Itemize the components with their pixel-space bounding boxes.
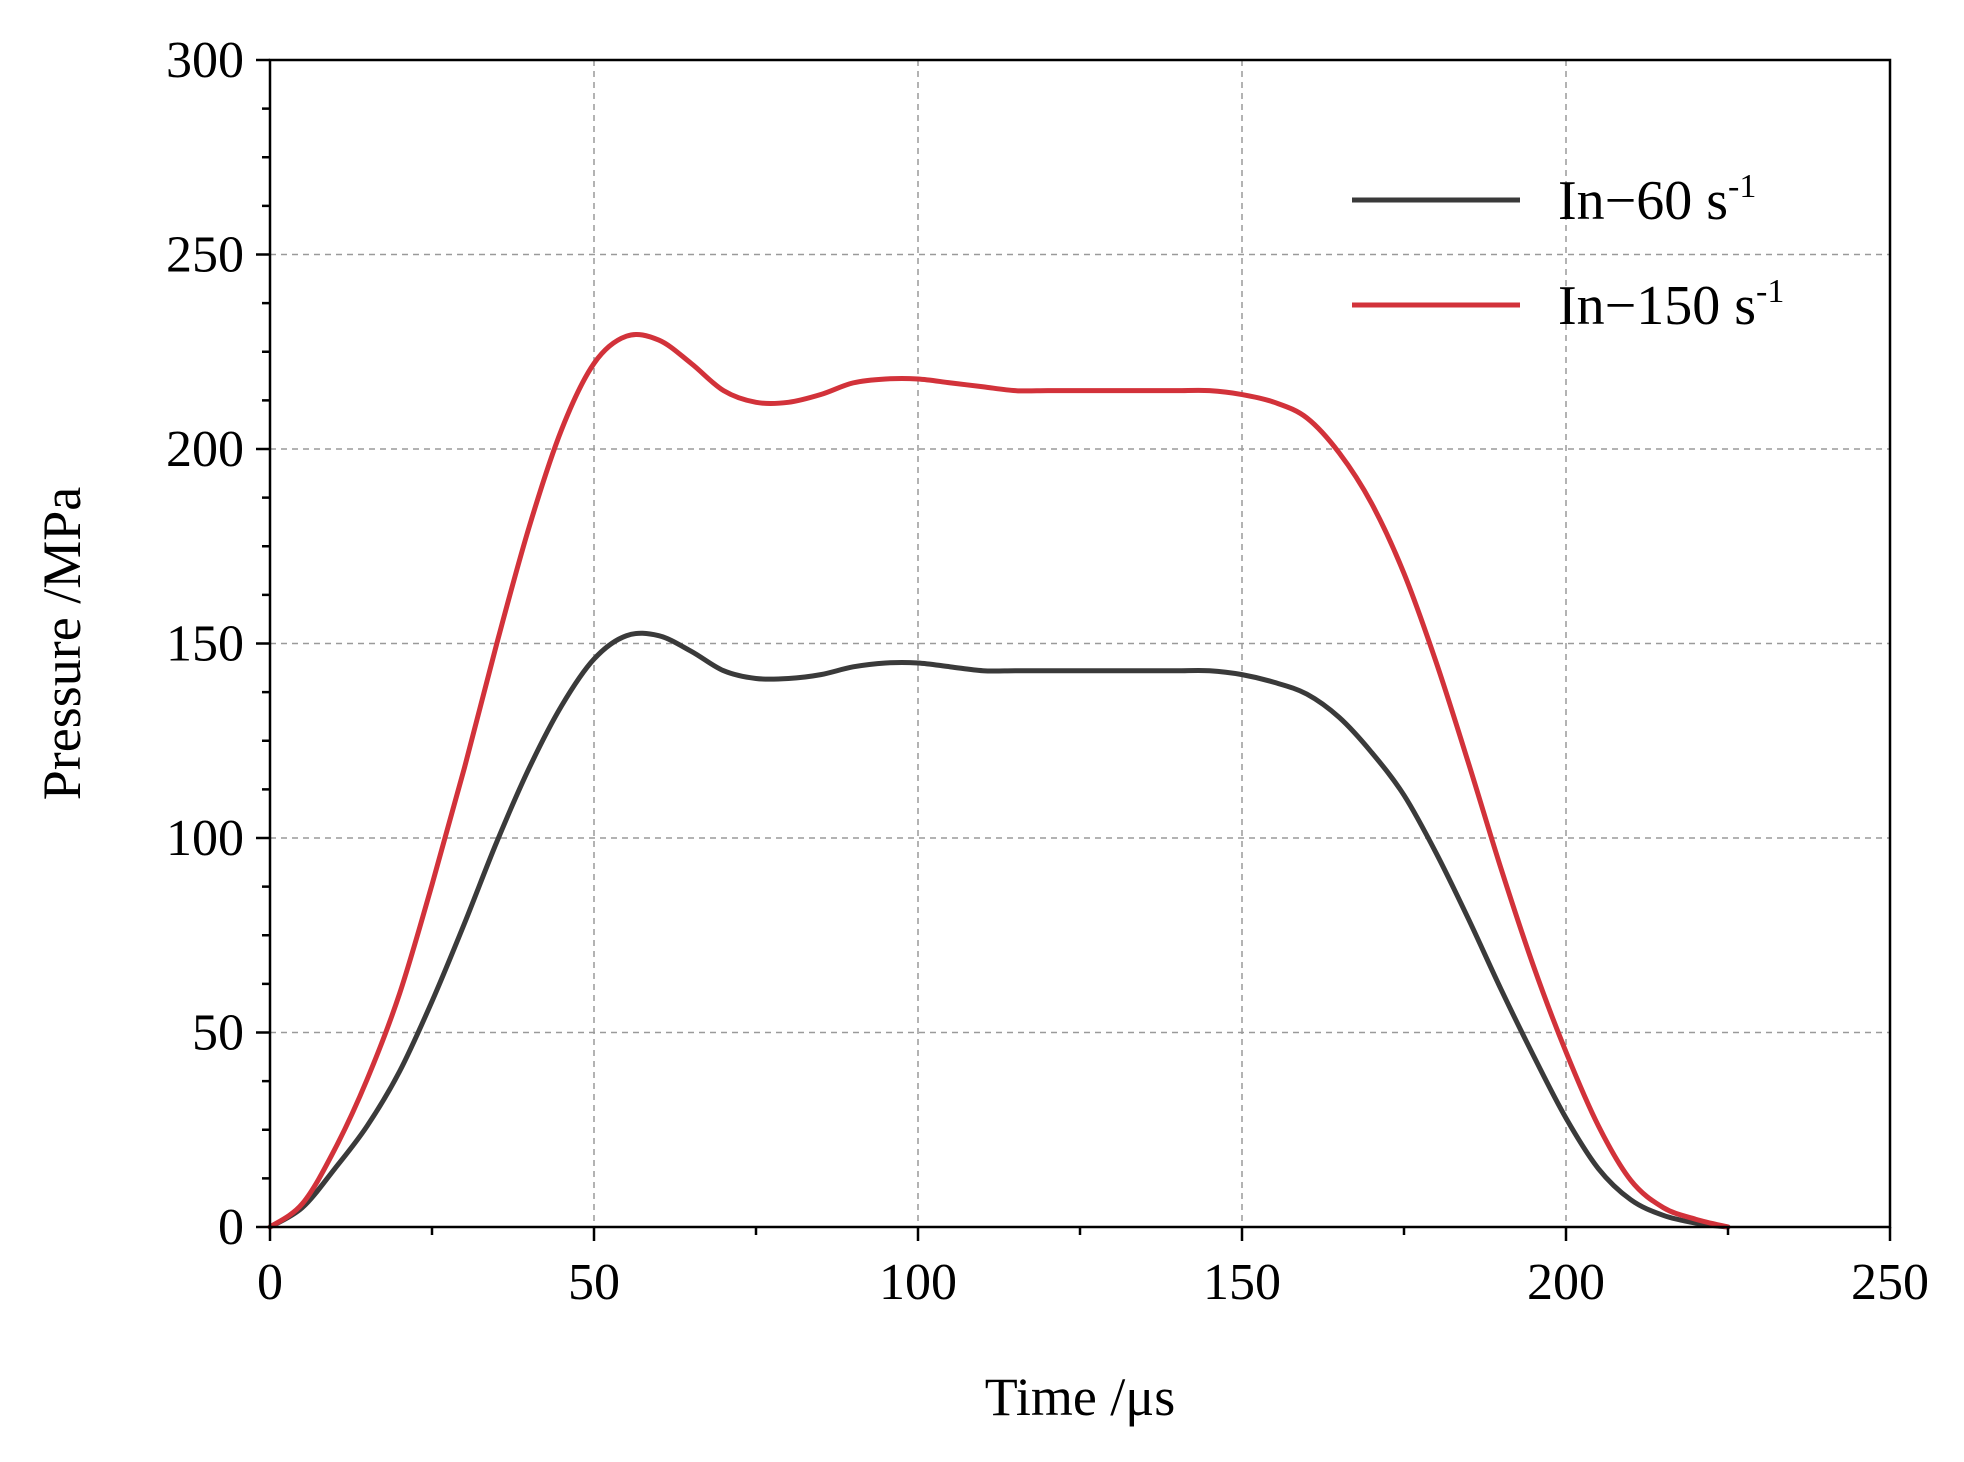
x-tick-label: 0 — [257, 1254, 283, 1311]
axis-ticks — [256, 58, 1892, 1241]
legend-entry-in-150: In−150 s-1 — [1558, 273, 1784, 337]
x-tick-label: 150 — [1203, 1254, 1281, 1311]
legend-label-in-60: In−60 s — [1558, 170, 1728, 232]
x-tick-label: 50 — [568, 1254, 620, 1311]
grid-lines — [270, 60, 1890, 1227]
y-tick-label: 300 — [166, 32, 244, 89]
y-tick-label: 250 — [166, 227, 244, 284]
series-lines — [267, 332, 1731, 1230]
x-tick-label: 250 — [1851, 1254, 1929, 1311]
x-tick-label: 200 — [1527, 1254, 1605, 1311]
tick-labels: 0 50 100 150 200 250 0 50 100 150 200 250 300 — [166, 32, 1929, 1311]
series-line-in-60 — [267, 630, 1731, 1230]
x-axis-title: Time /μs — [985, 1367, 1176, 1427]
y-tick-label: 150 — [166, 616, 244, 673]
legend-superscript-in-60: -1 — [1728, 168, 1756, 205]
series-line-in-150 — [267, 332, 1731, 1230]
legend: In−60 s-1 In−150 s-1 — [1352, 168, 1784, 337]
legend-entry-in-60: In−60 s-1 — [1558, 168, 1756, 232]
y-tick-label: 50 — [192, 1005, 244, 1062]
x-tick-label: 100 — [879, 1254, 957, 1311]
y-tick-label: 0 — [218, 1199, 244, 1256]
legend-label-in-150: In−150 s — [1558, 275, 1756, 337]
y-axis-title: Pressure /MPa — [32, 487, 92, 801]
legend-superscript-in-150: -1 — [1756, 273, 1784, 310]
y-tick-label: 100 — [166, 810, 244, 867]
y-tick-label: 200 — [166, 421, 244, 478]
